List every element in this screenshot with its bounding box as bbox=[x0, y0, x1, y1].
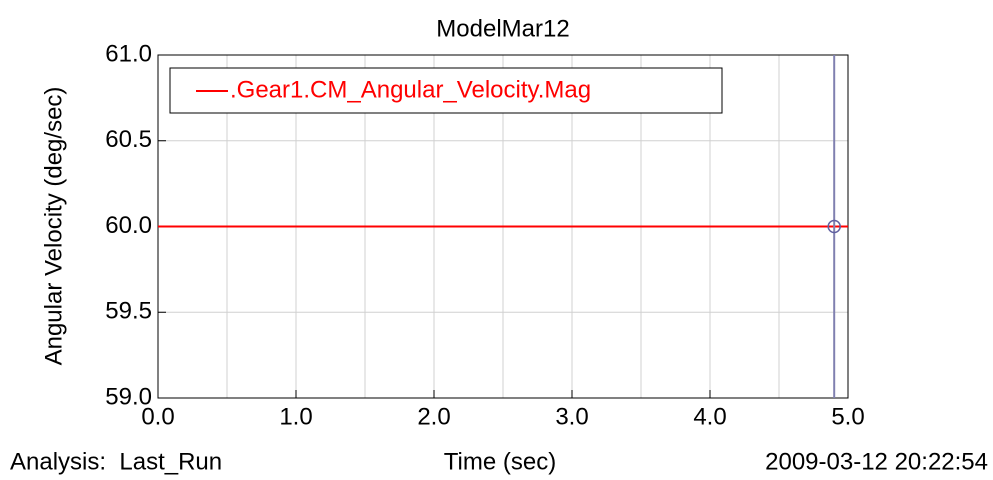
x-tick-label: 3.0 bbox=[555, 403, 588, 430]
y-tick-label: 61.0 bbox=[105, 40, 152, 67]
y-tick-label: 59.5 bbox=[105, 298, 152, 325]
x-tick-label: 2.0 bbox=[417, 403, 450, 430]
footer-right: 2009-03-12 20:22:54 bbox=[765, 448, 988, 475]
cursor-marker bbox=[827, 219, 841, 234]
y-axis-label: Angular Velocity (deg/sec) bbox=[40, 87, 67, 366]
y-tick-label: 59.0 bbox=[105, 383, 152, 410]
y-tick-label: 60.0 bbox=[105, 212, 152, 239]
x-tick-label: 1.0 bbox=[279, 403, 312, 430]
y-tick-label: 60.5 bbox=[105, 126, 152, 153]
footer-left: Analysis: Last_Run bbox=[10, 448, 222, 475]
x-tick-label: 5.0 bbox=[831, 403, 864, 430]
x-tick-label: 0.0 bbox=[141, 403, 174, 430]
legend-label: .Gear1.CM_Angular_Velocity.Mag bbox=[230, 76, 591, 103]
legend-box bbox=[169, 67, 723, 114]
chart-title: ModelMar12 bbox=[436, 15, 569, 42]
x-axis-label: Time (sec) bbox=[444, 448, 556, 475]
x-tick-label: 4.0 bbox=[693, 403, 726, 430]
